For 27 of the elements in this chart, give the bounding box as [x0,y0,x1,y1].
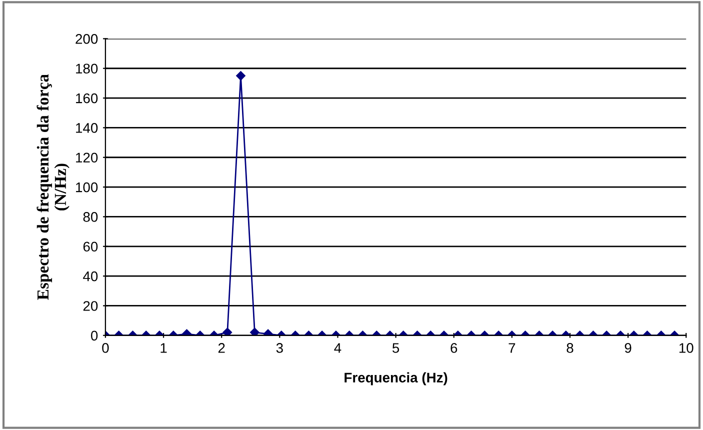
x-tick-label: 9 [624,343,632,353]
y-tick-label: 180 [76,64,98,74]
x-tick-label: 3 [276,343,283,353]
x-tick-label: 10 [679,343,694,353]
point [236,71,246,80]
y-axis-title: Espectro de frequencia da força (N/Hz) [36,74,70,300]
y-tick-label: 20 [83,301,98,311]
y-tick-label: 100 [76,182,98,192]
x-tick-label: 7 [508,343,516,353]
x-tick-label: 2 [218,343,225,353]
x-axis-title: Frequencia (Hz) [344,372,448,386]
y-tick-label: 160 [76,93,98,104]
y-tick-label: 40 [83,271,98,282]
y-tick-label: 60 [83,242,98,252]
y-tick-label: 80 [83,212,98,222]
x-tick-label: 6 [450,343,458,353]
x-tick-label: 5 [392,343,400,353]
x-tick-label: 1 [160,343,167,353]
y-tick-label: 140 [76,123,98,133]
x-tick-label: 4 [334,343,342,353]
y-tick-label: 0 [90,330,98,341]
y-tick-label: 200 [76,34,98,44]
x-tick-label: 8 [566,343,574,353]
y-tick-label: 120 [76,152,98,163]
point [250,328,260,336]
x-tick-label: 0 [102,343,109,353]
point [222,328,232,336]
